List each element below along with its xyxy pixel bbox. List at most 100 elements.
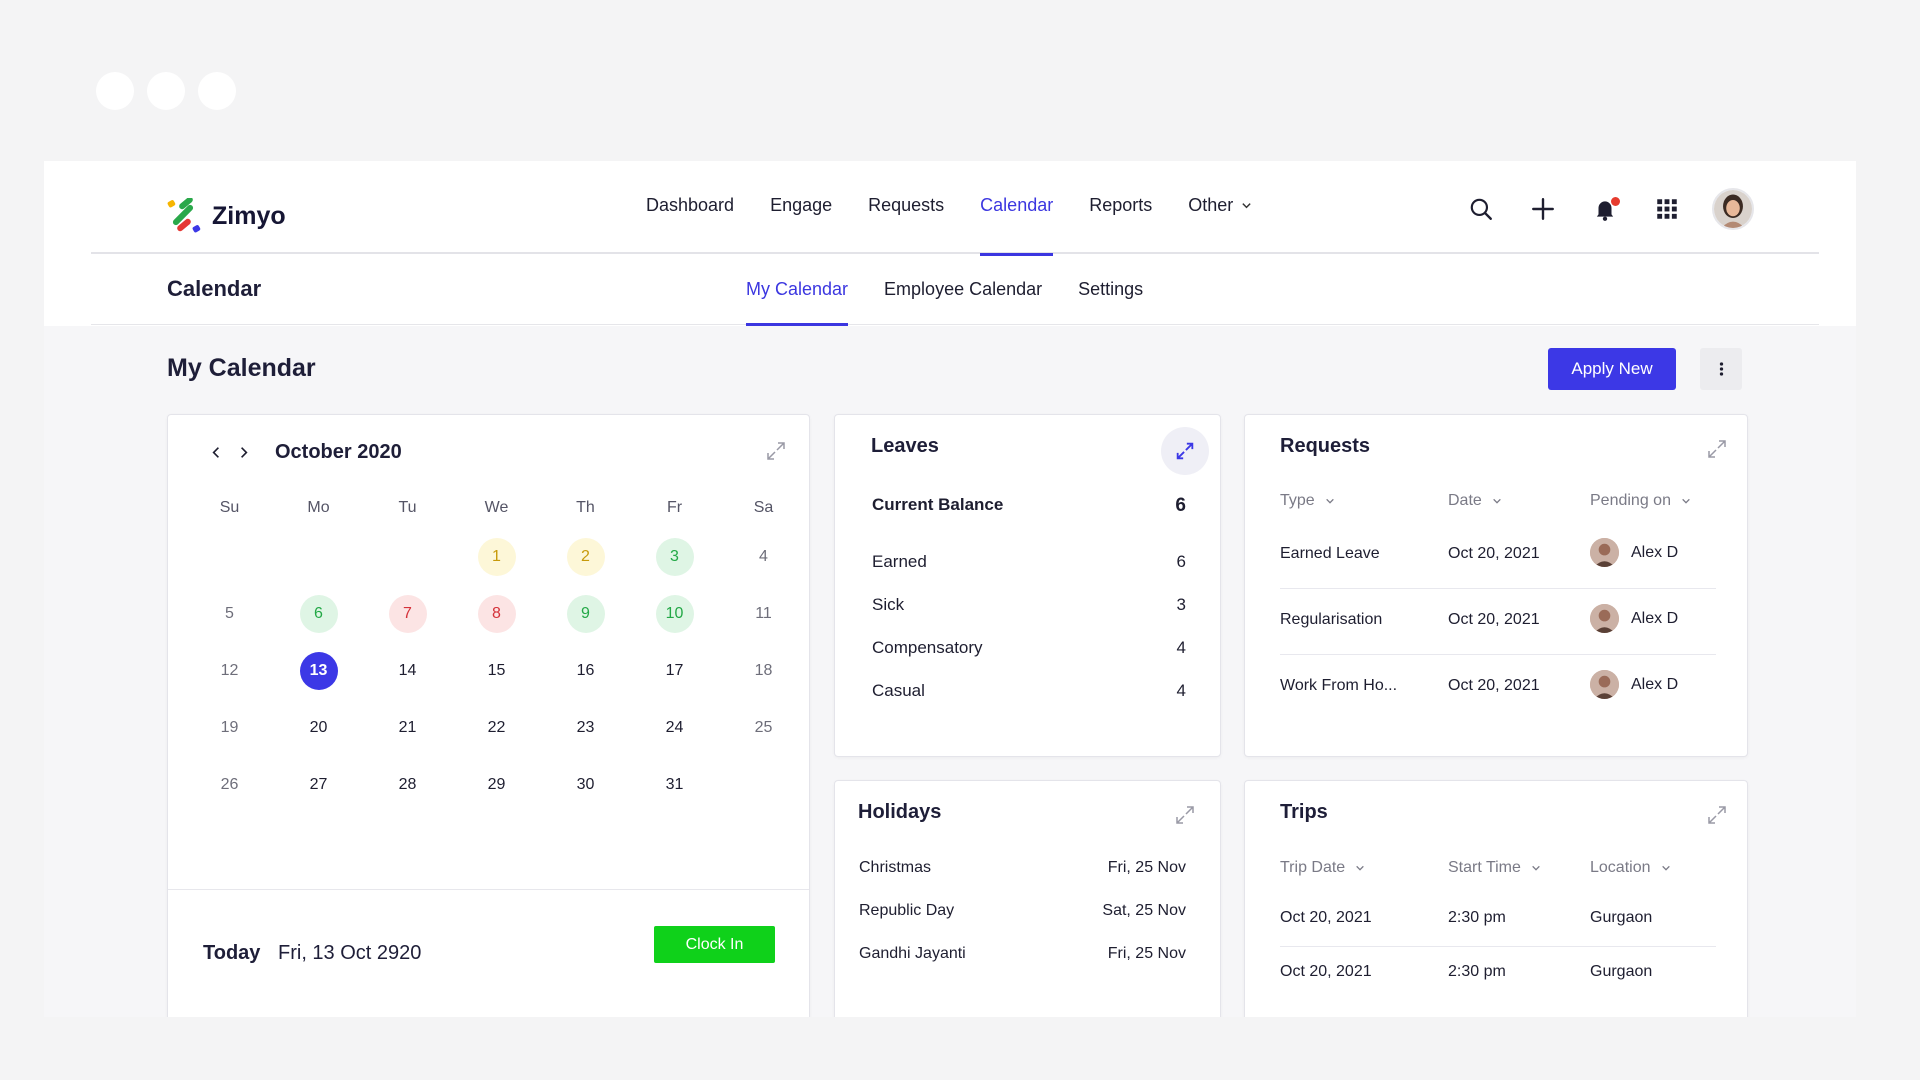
calendar-grid: Su Mo Tu We Th Fr Sa 1 2 3 4 5 6 7 8 9 10 11 12 13 14 15 16 17 1… xyxy=(185,494,807,813)
nav-calendar[interactable]: Calendar xyxy=(980,161,1054,256)
approver-avatar xyxy=(1590,604,1619,633)
calendar-day[interactable]: 5 xyxy=(225,604,234,622)
calendar-cell: 5 xyxy=(185,595,274,633)
section-title: Calendar xyxy=(167,276,262,301)
bell-icon xyxy=(1596,201,1614,221)
calendar-day[interactable]: 7 xyxy=(388,594,427,633)
window-dot[interactable] xyxy=(198,72,236,110)
calendar-cell: 18 xyxy=(719,652,808,690)
calendar-day[interactable]: 23 xyxy=(576,718,595,736)
tab-settings[interactable]: Settings xyxy=(1078,279,1144,299)
calendar-day[interactable]: 4 xyxy=(759,547,768,565)
clock-in-button[interactable]: Clock In xyxy=(654,926,775,963)
trip-row[interactable]: Oct 20, 2021 2:30 pm Gurgaon xyxy=(1280,893,1716,947)
column-header-location[interactable]: Location xyxy=(1590,859,1671,877)
calendar-day[interactable]: 3 xyxy=(655,537,694,576)
brand-logo[interactable]: Zimyo xyxy=(166,198,286,234)
column-header-type[interactable]: Type xyxy=(1280,492,1335,510)
request-pending: Alex D xyxy=(1590,604,1678,633)
column-header-start-time[interactable]: Start Time xyxy=(1448,859,1541,877)
expand-icon xyxy=(1708,440,1726,458)
nav-requests[interactable]: Requests xyxy=(868,195,945,215)
calendar-day[interactable]: 16 xyxy=(576,661,595,679)
chevron-left-icon xyxy=(212,447,219,458)
chevron-down-icon xyxy=(1325,498,1334,504)
tab-my-calendar[interactable]: My Calendar xyxy=(746,254,849,326)
prev-month-button[interactable] xyxy=(207,442,225,464)
approver-name: Alex D xyxy=(1631,609,1679,627)
calendar-day[interactable]: 22 xyxy=(487,718,506,736)
search-button[interactable] xyxy=(1450,188,1512,230)
leaves-card: Leaves Current Balance 6 Earned 6 Sick 3… xyxy=(834,414,1221,757)
nav-other[interactable]: Other xyxy=(1188,161,1252,254)
calendar-day[interactable]: 29 xyxy=(487,775,506,793)
nav-engage[interactable]: Engage xyxy=(770,195,833,215)
calendar-day[interactable]: 24 xyxy=(665,718,684,736)
holidays-expand-button[interactable] xyxy=(1173,803,1197,827)
request-date: Oct 20, 2021 xyxy=(1448,677,1540,694)
calendar-day[interactable]: 14 xyxy=(398,661,417,679)
calendar-day[interactable]: 1 xyxy=(477,537,516,576)
calendar-day[interactable]: 31 xyxy=(665,775,684,793)
month-navigator: October 2020 xyxy=(207,441,402,464)
calendar-day[interactable]: 28 xyxy=(398,775,417,793)
request-date: Oct 20, 2021 xyxy=(1448,611,1540,628)
nav-dashboard[interactable]: Dashboard xyxy=(646,195,735,215)
window-dot[interactable] xyxy=(96,72,134,110)
current-balance-row: Current Balance 6 xyxy=(872,495,1186,517)
trips-expand-button[interactable] xyxy=(1705,803,1729,827)
nav-other-label: Other xyxy=(1188,195,1234,215)
calendar-day[interactable]: 27 xyxy=(309,775,328,793)
calendar-cell: 20 xyxy=(274,709,363,747)
calendar-day[interactable]: 12 xyxy=(220,661,239,679)
nav-actions xyxy=(1450,188,1754,230)
chevron-down-icon xyxy=(1532,865,1540,871)
next-month-button[interactable] xyxy=(235,442,253,464)
leave-item: Casual 4 xyxy=(872,681,1186,701)
request-row[interactable]: Earned Leave Oct 20, 2021 Alex D xyxy=(1280,523,1716,589)
calendar-day[interactable]: 19 xyxy=(220,718,239,736)
calendar-day[interactable]: 30 xyxy=(576,775,595,793)
holiday-name: Gandhi Jayanti xyxy=(859,945,966,962)
calendar-day[interactable]: 9 xyxy=(566,594,605,633)
apps-button[interactable] xyxy=(1636,188,1698,230)
column-header-date[interactable]: Date xyxy=(1448,492,1502,510)
calendar-day[interactable]: 26 xyxy=(220,775,239,793)
calendar-day[interactable]: 25 xyxy=(754,718,773,736)
add-button[interactable] xyxy=(1512,188,1574,230)
calendar-day[interactable]: 18 xyxy=(754,661,773,679)
calendar-day[interactable]: 20 xyxy=(309,718,328,736)
calendar-day[interactable]: 17 xyxy=(665,661,684,679)
calendar-day[interactable]: 21 xyxy=(398,718,417,736)
trip-row[interactable]: Oct 20, 2021 2:30 pm Gurgaon xyxy=(1280,947,1716,1001)
today-label: Today xyxy=(203,942,261,964)
calendar-day[interactable]: 11 xyxy=(755,604,772,622)
requests-expand-button[interactable] xyxy=(1705,437,1729,461)
window-dot[interactable] xyxy=(147,72,185,110)
calendar-expand-button[interactable] xyxy=(764,439,788,463)
column-header-pending[interactable]: Pending on xyxy=(1590,492,1691,510)
leaves-expand-button[interactable] xyxy=(1161,427,1209,475)
apps-grid-icon xyxy=(1657,199,1677,219)
column-header-trip-date[interactable]: Trip Date xyxy=(1280,859,1365,877)
calendar-day[interactable]: 6 xyxy=(299,594,338,633)
nav-reports[interactable]: Reports xyxy=(1089,195,1153,215)
more-options-button[interactable] xyxy=(1700,348,1742,390)
column-header-label: Pending on xyxy=(1590,492,1671,509)
brand-name: Zimyo xyxy=(212,201,286,230)
calendar-day-today[interactable]: 13 xyxy=(299,651,338,690)
weekday-label: Mo xyxy=(307,499,330,516)
tab-employee-calendar[interactable]: Employee Calendar xyxy=(884,279,1043,299)
calendar-cell: 29 xyxy=(452,766,541,804)
calendar-day[interactable]: 15 xyxy=(487,661,506,679)
weekday-header: Su Mo Tu We Th Fr Sa xyxy=(185,494,807,522)
request-row[interactable]: Regularisation Oct 20, 2021 Alex D xyxy=(1280,589,1716,655)
calendar-day[interactable]: 2 xyxy=(566,537,605,576)
apply-new-button[interactable]: Apply New xyxy=(1548,348,1676,390)
request-row[interactable]: Work From Ho... Oct 20, 2021 Alex D xyxy=(1280,655,1716,721)
calendar-day[interactable]: 10 xyxy=(655,594,694,633)
notifications-button[interactable] xyxy=(1574,188,1636,230)
weekday-label: Fr xyxy=(666,499,683,516)
user-avatar[interactable] xyxy=(1712,188,1754,230)
calendar-day[interactable]: 8 xyxy=(477,594,516,633)
